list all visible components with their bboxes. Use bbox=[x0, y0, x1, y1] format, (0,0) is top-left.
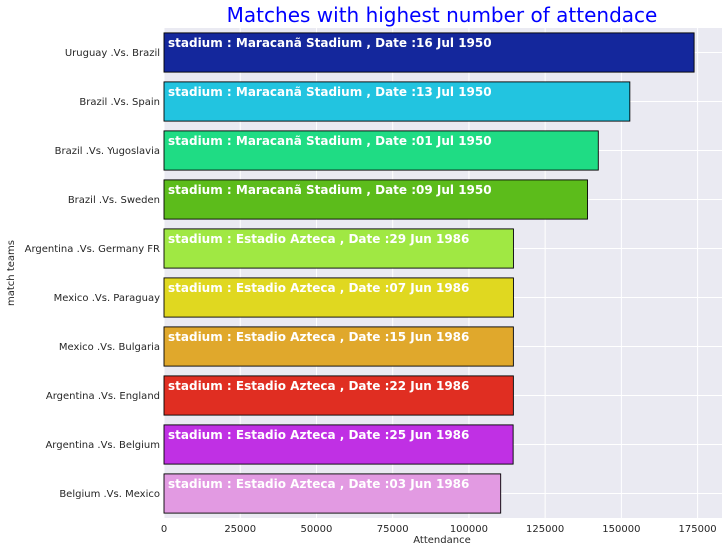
bar bbox=[163, 81, 631, 122]
bars bbox=[163, 32, 695, 514]
x-tick-label: 150000 bbox=[602, 524, 640, 535]
x-tick-label: 50000 bbox=[301, 524, 333, 535]
bar-data-label: stadium : Estadio Azteca , Date :29 Jun … bbox=[168, 232, 469, 246]
y-tick-label: Belgium .Vs. Mexico bbox=[59, 489, 160, 500]
bar-data-label: stadium : Estadio Azteca , Date :22 Jun … bbox=[168, 379, 469, 393]
x-tick-label: 0 bbox=[161, 524, 167, 535]
y-tick-label: Uruguay .Vs. Brazil bbox=[65, 48, 160, 59]
y-tick-label: Brazil .Vs. Sweden bbox=[68, 195, 160, 206]
bar bbox=[163, 326, 514, 367]
x-tick-label: 25000 bbox=[224, 524, 256, 535]
bar-data-label: stadium : Maracanã Stadium , Date :01 Ju… bbox=[168, 134, 492, 148]
y-tick-label: Argentina .Vs. England bbox=[46, 391, 160, 402]
y-tick-labels: Uruguay .Vs. Brazil Brazil .Vs. Spain Braz… bbox=[25, 48, 160, 500]
bar bbox=[163, 130, 599, 171]
x-tick-label: 100000 bbox=[450, 524, 488, 535]
bar bbox=[163, 179, 588, 220]
y-tick-label: Brazil .Vs. Spain bbox=[79, 97, 160, 108]
x-tick-label: 175000 bbox=[679, 524, 717, 535]
y-tick-label: Argentina .Vs. Belgium bbox=[45, 440, 160, 451]
bar-data-label: stadium : Estadio Azteca , Date :07 Jun … bbox=[168, 281, 469, 295]
bar bbox=[163, 473, 502, 514]
y-tick-label: Brazil .Vs. Yugoslavia bbox=[55, 146, 160, 157]
bar-data-label: stadium : Maracanã Stadium , Date :16 Ju… bbox=[168, 36, 492, 50]
bar bbox=[163, 228, 514, 269]
bar bbox=[163, 424, 514, 465]
bar-data-label: stadium : Estadio Azteca , Date :25 Jun … bbox=[168, 428, 469, 442]
y-axis-label: match teams bbox=[6, 240, 17, 306]
x-tick-labels: 0 25000 50000 75000 100000 125000 150000 175000 bbox=[161, 524, 717, 535]
x-tick-label: 75000 bbox=[377, 524, 409, 535]
bar bbox=[163, 32, 695, 73]
y-tick-label: Argentina .Vs. Germany FR bbox=[25, 244, 160, 255]
y-tick-label: Mexico .Vs. Bulgaria bbox=[59, 342, 160, 353]
bar-data-label: stadium : Maracanã Stadium , Date :09 Ju… bbox=[168, 183, 492, 197]
bar bbox=[163, 375, 514, 416]
x-axis-label: Attendance bbox=[413, 535, 470, 546]
bar bbox=[163, 277, 514, 318]
bar-data-label: stadium : Estadio Azteca , Date :15 Jun … bbox=[168, 330, 469, 344]
bar-labels: stadium : Maracanã Stadium , Date :16 Ju… bbox=[168, 36, 492, 491]
y-tick-label: Mexico .Vs. Paraguay bbox=[54, 293, 160, 304]
bar-data-label: stadium : Estadio Azteca , Date :03 Jun … bbox=[168, 477, 469, 491]
chart-title: Matches with highest number of attendace bbox=[227, 3, 658, 27]
x-tick-label: 125000 bbox=[526, 524, 564, 535]
bar-data-label: stadium : Maracanã Stadium , Date :13 Ju… bbox=[168, 85, 492, 99]
